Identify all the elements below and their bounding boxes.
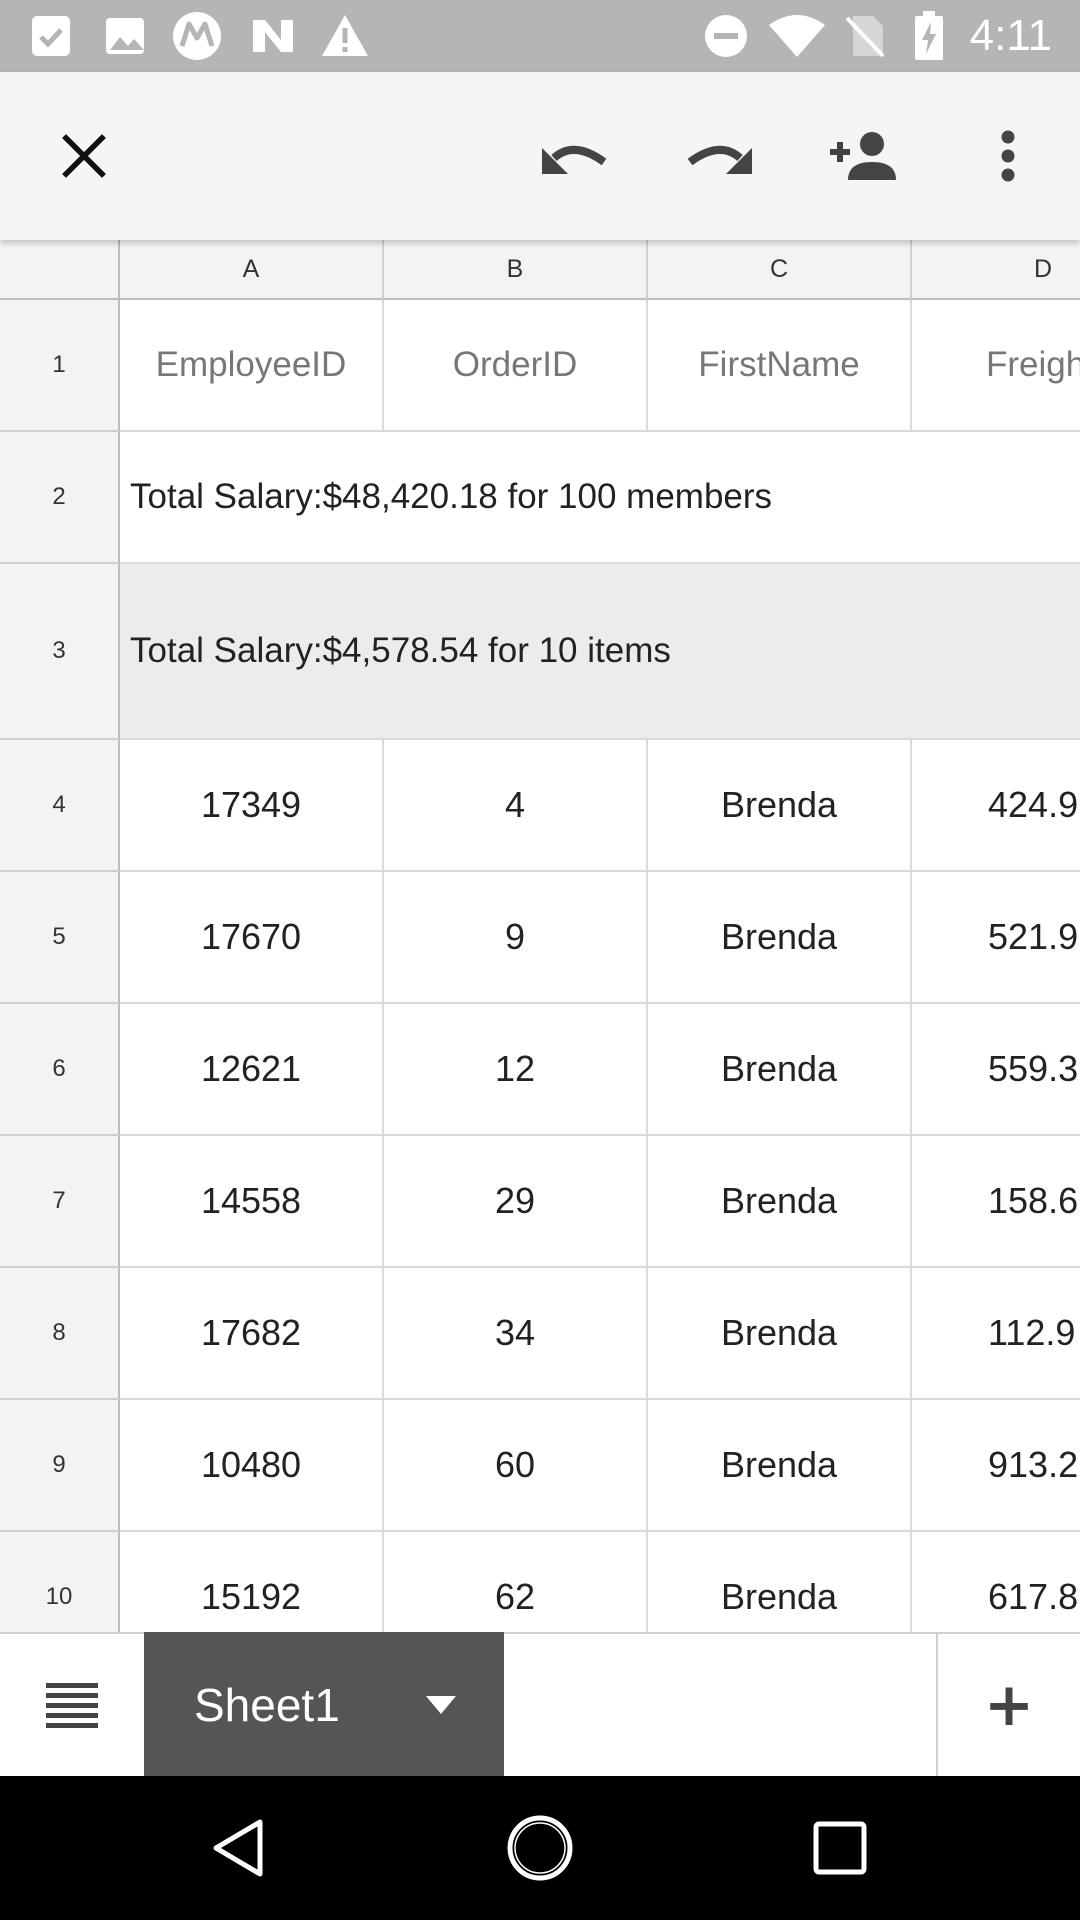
add-person-icon: [830, 132, 896, 180]
chevron-down-icon[interactable]: [426, 1696, 456, 1714]
battery-charging-icon: [910, 11, 948, 60]
warning-icon: [316, 12, 374, 60]
column-header-a[interactable]: A: [120, 240, 384, 300]
close-button[interactable]: [36, 108, 132, 204]
cell-a9[interactable]: 10480: [120, 1400, 384, 1532]
cell-c5[interactable]: Brenda: [648, 872, 912, 1004]
select-all-corner[interactable]: [0, 240, 120, 300]
more-vert-icon: [1001, 130, 1015, 182]
row-header-10[interactable]: 10: [0, 1532, 120, 1632]
home-button[interactable]: [490, 1798, 590, 1898]
back-triangle-icon: [213, 1819, 263, 1877]
recents-button[interactable]: [790, 1798, 890, 1898]
cell-d7[interactable]: 158.6: [912, 1136, 1080, 1268]
cell-b1[interactable]: OrderID: [384, 300, 648, 432]
add-sheet-button[interactable]: +: [936, 1634, 1080, 1776]
image-icon: [96, 12, 154, 60]
cell-a4[interactable]: 17349: [120, 740, 384, 872]
cell-d4[interactable]: 424.9: [912, 740, 1080, 872]
sheet-tab-bar: Sheet1 +: [0, 1632, 1080, 1778]
cell-a8[interactable]: 17682: [120, 1268, 384, 1400]
row-header-3[interactable]: 3: [0, 564, 120, 740]
column-header-c[interactable]: C: [648, 240, 912, 300]
cell-b9[interactable]: 60: [384, 1400, 648, 1532]
redo-button[interactable]: [672, 108, 768, 204]
cell-c10[interactable]: Brenda: [648, 1532, 912, 1632]
row-header-4[interactable]: 4: [0, 740, 120, 872]
summary-cell-row-2[interactable]: Total Salary:$48,420.18 for 100 members: [120, 432, 1080, 564]
cell-d10[interactable]: 617.8: [912, 1532, 1080, 1632]
cell-b5[interactable]: 9: [384, 872, 648, 1004]
plus-icon: +: [983, 1670, 1035, 1740]
share-button[interactable]: [816, 108, 912, 204]
status-bar: 4:11: [0, 0, 1080, 72]
column-header-b[interactable]: B: [384, 240, 648, 300]
cell-b10[interactable]: 62: [384, 1532, 648, 1632]
navigation-bar: [0, 1776, 1080, 1920]
cell-a6[interactable]: 12621: [120, 1004, 384, 1136]
sheet-tab-sheet1[interactable]: Sheet1: [144, 1632, 504, 1778]
row-header-8[interactable]: 8: [0, 1268, 120, 1400]
cell-a7[interactable]: 14558: [120, 1136, 384, 1268]
home-circle-icon: [507, 1815, 573, 1881]
cell-b7[interactable]: 29: [384, 1136, 648, 1268]
cell-c6[interactable]: Brenda: [648, 1004, 912, 1136]
column-header-d[interactable]: D: [912, 240, 1080, 300]
recents-square-icon: [813, 1821, 867, 1875]
summary-cell-row-3[interactable]: Total Salary:$4,578.54 for 10 items: [120, 564, 1080, 740]
cell-d9[interactable]: 913.2: [912, 1400, 1080, 1532]
back-button[interactable]: [190, 1798, 290, 1898]
toolbar: [0, 72, 1080, 240]
row-header-7[interactable]: 7: [0, 1136, 120, 1268]
status-time: 4:11: [969, 11, 1052, 60]
n-logo-icon: [244, 12, 302, 60]
redo-icon: [687, 146, 752, 174]
row-header-2[interactable]: 2: [0, 432, 120, 564]
do-not-disturb-icon: [700, 12, 752, 60]
no-sim-icon: [840, 12, 890, 60]
sheet-list-button[interactable]: [0, 1634, 144, 1776]
cell-c9[interactable]: Brenda: [648, 1400, 912, 1532]
cell-c1[interactable]: FirstName: [648, 300, 912, 432]
row-header-1[interactable]: 1: [0, 300, 120, 432]
cell-b6[interactable]: 12: [384, 1004, 648, 1136]
spreadsheet-grid[interactable]: A B C D 1 2 3 4 5 6 7 8 9 10 EmployeeID …: [0, 240, 1080, 1632]
cell-c4[interactable]: Brenda: [648, 740, 912, 872]
task-icon: [22, 12, 80, 60]
cell-b4[interactable]: 4: [384, 740, 648, 872]
cell-d8[interactable]: 112.9: [912, 1268, 1080, 1400]
cell-a10[interactable]: 15192: [120, 1532, 384, 1632]
wifi-icon: [766, 12, 828, 60]
motorola-icon: [168, 12, 226, 60]
close-icon: [62, 134, 106, 178]
cell-b8[interactable]: 34: [384, 1268, 648, 1400]
cell-d6[interactable]: 559.3: [912, 1004, 1080, 1136]
sheet-tab-label: Sheet1: [194, 1679, 340, 1731]
cell-d1[interactable]: Freigh: [912, 300, 1080, 432]
undo-button[interactable]: [526, 108, 622, 204]
cell-c8[interactable]: Brenda: [648, 1268, 912, 1400]
cell-a5[interactable]: 17670: [120, 872, 384, 1004]
cell-c7[interactable]: Brenda: [648, 1136, 912, 1268]
undo-icon: [542, 146, 607, 174]
cell-a1[interactable]: EmployeeID: [120, 300, 384, 432]
row-header-6[interactable]: 6: [0, 1004, 120, 1136]
more-options-button[interactable]: [960, 108, 1056, 204]
cell-d5[interactable]: 521.9: [912, 872, 1080, 1004]
row-header-9[interactable]: 9: [0, 1400, 120, 1532]
row-header-5[interactable]: 5: [0, 872, 120, 1004]
list-icon: [46, 1683, 98, 1728]
